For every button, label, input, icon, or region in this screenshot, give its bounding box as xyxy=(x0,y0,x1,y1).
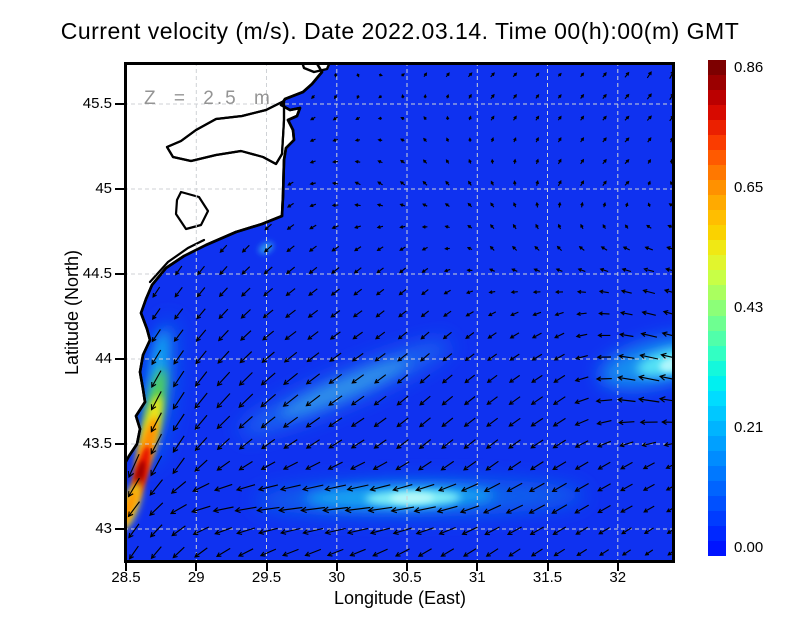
x-tick-mark xyxy=(546,563,549,571)
colorbar-step xyxy=(708,390,726,406)
colorbar-tick-label: 0.43 xyxy=(734,299,764,316)
y-tick-label: 43 xyxy=(95,520,112,537)
colorbar-step xyxy=(708,315,726,331)
colorbar-step xyxy=(708,285,726,301)
colorbar-step xyxy=(708,465,726,481)
colorbar-tick-label: 0.00 xyxy=(734,539,764,556)
x-tick-label: 31.5 xyxy=(532,569,563,586)
colorbar-step xyxy=(708,435,726,451)
y-tick-label: 45 xyxy=(95,180,112,197)
y-tick-label: 45.5 xyxy=(82,95,112,112)
x-tick-label: 30 xyxy=(328,569,346,586)
y-tick-mark xyxy=(115,358,124,360)
x-tick-label: 30.5 xyxy=(392,569,422,586)
colorbar-step xyxy=(708,450,726,466)
colorbar-step xyxy=(708,345,726,361)
depth-annotation: Z = 2.5 m xyxy=(144,88,273,109)
colorbar-step xyxy=(708,480,726,496)
y-tick-mark xyxy=(115,273,124,275)
map-plot: Z = 2.5 m xyxy=(124,62,675,563)
colorbar-step xyxy=(708,360,726,376)
colorbar-step xyxy=(708,75,726,91)
y-tick-mark xyxy=(115,188,124,190)
colorbar-step xyxy=(708,525,726,541)
x-tick-label: 28.5 xyxy=(111,569,141,586)
colorbar-step xyxy=(708,495,726,511)
colorbar-step xyxy=(708,120,726,136)
x-tick-mark xyxy=(265,563,268,571)
chart-title: Current velocity (m/s). Date 2022.03.14.… xyxy=(60,18,740,44)
x-tick-label: 32 xyxy=(609,569,627,586)
colorbar-step xyxy=(708,210,726,226)
y-tick-mark xyxy=(115,443,124,445)
colorbar-step xyxy=(708,375,726,391)
x-axis-title: Longitude (East) xyxy=(333,588,467,608)
colorbar-step xyxy=(708,300,726,316)
colorbar-step xyxy=(708,540,726,556)
y-tick-label: 44.5 xyxy=(82,265,112,282)
x-tick-mark xyxy=(335,563,338,571)
colorbar-tick-label: 0.86 xyxy=(734,59,764,76)
colorbar-step xyxy=(708,195,726,211)
x-tick-mark xyxy=(195,563,198,571)
x-tick-mark xyxy=(406,563,408,571)
y-tick-label: 44 xyxy=(95,350,112,367)
x-tick-label: 31 xyxy=(468,569,486,586)
colorbar xyxy=(708,59,726,556)
y-tick-mark xyxy=(115,103,124,105)
colorbar-step xyxy=(708,510,726,526)
map-canvas xyxy=(124,62,675,563)
colorbar-tick-label: 0.65 xyxy=(734,179,764,196)
colorbar-step xyxy=(708,255,726,271)
colorbar-step xyxy=(708,135,726,151)
x-tick-label: 29 xyxy=(187,569,205,586)
colorbar-step xyxy=(708,165,726,181)
y-tick-mark xyxy=(115,528,124,530)
x-tick-mark xyxy=(476,563,479,571)
colorbar-step xyxy=(708,330,726,346)
x-tick-label: 29.5 xyxy=(251,569,282,586)
colorbar-step xyxy=(708,270,726,286)
colorbar-step xyxy=(708,105,726,121)
colorbar-step xyxy=(708,150,726,166)
colorbar-step xyxy=(708,225,726,241)
x-tick-mark xyxy=(616,563,619,571)
colorbar-tick-label: 0.21 xyxy=(734,419,764,436)
colorbar-step xyxy=(708,90,726,106)
y-tick-label: 43.5 xyxy=(82,435,112,452)
colorbar-step xyxy=(708,420,726,436)
x-tick-mark xyxy=(125,563,127,571)
colorbar-step xyxy=(708,180,726,196)
colorbar-step xyxy=(708,240,726,256)
colorbar-step xyxy=(708,405,726,421)
colorbar-step xyxy=(708,59,726,75)
